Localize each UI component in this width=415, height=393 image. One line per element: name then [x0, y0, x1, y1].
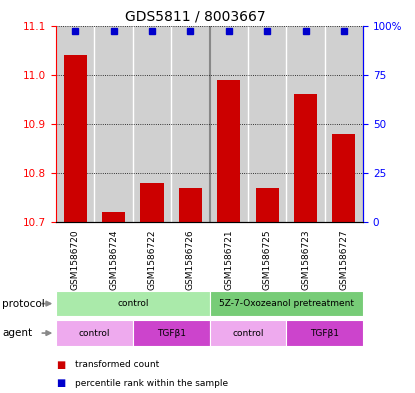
Text: 5Z-7-Oxozeanol pretreatment: 5Z-7-Oxozeanol pretreatment	[219, 299, 354, 308]
Bar	[56, 320, 133, 346]
Bar	[332, 134, 355, 222]
Bar	[217, 79, 240, 222]
Bar	[64, 55, 87, 222]
Bar	[325, 26, 363, 222]
Bar	[210, 291, 363, 316]
Text: control: control	[79, 329, 110, 338]
Text: TGFβ1: TGFβ1	[157, 329, 186, 338]
Text: protocol: protocol	[2, 299, 45, 309]
Bar	[248, 26, 286, 222]
Text: TGFβ1: TGFβ1	[310, 329, 339, 338]
Bar	[179, 187, 202, 222]
Bar	[133, 320, 210, 346]
Bar	[56, 26, 95, 222]
Bar	[133, 26, 171, 222]
Text: agent: agent	[2, 328, 32, 338]
Bar	[286, 26, 325, 222]
Bar	[210, 26, 248, 222]
Text: transformed count: transformed count	[75, 360, 159, 369]
Text: ■: ■	[56, 378, 65, 388]
Bar	[95, 26, 133, 222]
Text: percentile rank within the sample: percentile rank within the sample	[75, 379, 228, 387]
Text: control: control	[117, 299, 149, 308]
Bar	[210, 320, 286, 346]
Bar	[294, 94, 317, 222]
Bar	[171, 26, 210, 222]
Bar	[140, 183, 164, 222]
Bar	[286, 320, 363, 346]
Bar	[56, 291, 210, 316]
Text: GDS5811 / 8003667: GDS5811 / 8003667	[125, 10, 265, 24]
Text: control: control	[232, 329, 264, 338]
Bar	[256, 187, 279, 222]
Bar	[102, 212, 125, 222]
Text: ■: ■	[56, 360, 65, 370]
